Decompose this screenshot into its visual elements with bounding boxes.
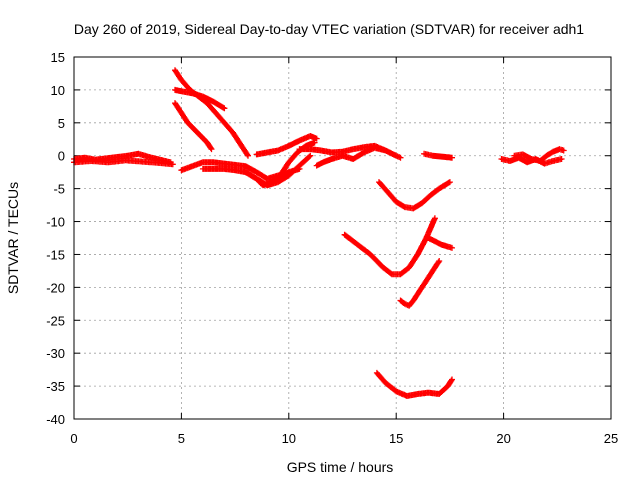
y-tick-label: -15: [46, 247, 65, 262]
axis-ticks: 0 5 10 15 20 25 15 10 5 0 -5 -10 -15 -20 -25 -30 -35 -40: [46, 50, 618, 446]
series-arc-20: [511, 146, 567, 164]
series-arc-15: [341, 215, 438, 278]
data-point-markers: [242, 165, 303, 189]
x-tick-label: 5: [178, 431, 185, 446]
data-point-markers: [397, 258, 443, 309]
x-axis-label: GPS time / hours: [287, 459, 394, 475]
data-point-markers: [373, 369, 455, 399]
series-arc-4: [172, 100, 215, 153]
data-point-markers: [425, 235, 455, 251]
series-arc-16: [425, 235, 455, 251]
y-tick-label: 15: [51, 50, 65, 65]
data-point-markers: [172, 100, 215, 153]
y-tick-label: -20: [46, 280, 65, 295]
data-point-markers: [172, 86, 228, 112]
y-tick-label: -30: [46, 346, 65, 361]
y-tick-label: 0: [58, 149, 65, 164]
y-tick-label: -5: [53, 182, 65, 197]
series-arc-18: [373, 369, 455, 399]
data-point-markers: [376, 179, 453, 212]
y-tick-label: -10: [46, 215, 65, 230]
y-axis-label: SDTVAR / TECUs: [5, 182, 21, 294]
data-point-markers: [421, 150, 455, 161]
data-point-markers: [341, 215, 438, 278]
series-arc-9: [242, 165, 303, 189]
y-tick-label: 10: [51, 83, 65, 98]
series-arc-5: [172, 86, 228, 112]
data-point-markers: [313, 144, 389, 169]
series-arc-10: [253, 133, 320, 158]
series-arc-12: [313, 144, 389, 169]
chart-title: Day 260 of 2019, Sidereal Day-to-day VTE…: [74, 21, 584, 37]
x-tick-label: 10: [282, 431, 296, 446]
y-tick-label: 5: [58, 116, 65, 131]
y-tick-label: -40: [46, 412, 65, 427]
data-point-markers: [511, 146, 567, 164]
y-tick-label: -35: [46, 379, 65, 394]
grid: [74, 57, 611, 419]
x-tick-label: 0: [70, 431, 77, 446]
data-markers: [71, 67, 567, 399]
x-tick-label: 25: [604, 431, 618, 446]
series-arc-13: [421, 150, 455, 161]
data-point-markers: [253, 133, 320, 158]
series-arc-17: [397, 258, 443, 309]
y-tick-label: -25: [46, 313, 65, 328]
plot-border: [73, 56, 612, 420]
x-tick-label: 15: [389, 431, 403, 446]
series-arc-14: [376, 179, 453, 212]
x-tick-label: 20: [496, 431, 510, 446]
